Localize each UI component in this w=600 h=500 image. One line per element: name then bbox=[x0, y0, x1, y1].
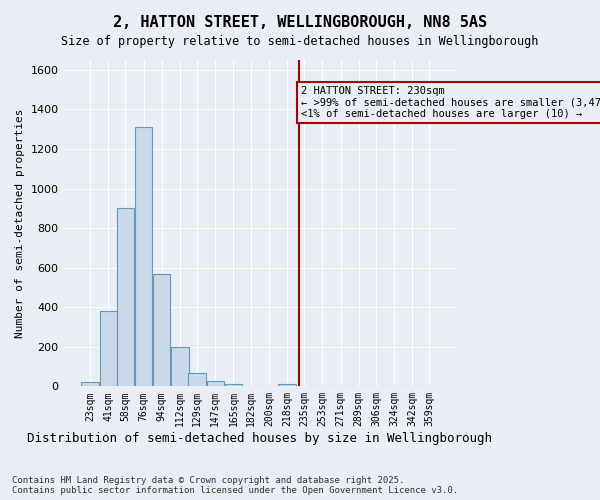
Bar bbox=[278, 384, 296, 386]
Bar bbox=[117, 208, 134, 386]
Bar bbox=[171, 347, 188, 387]
Bar bbox=[206, 381, 224, 386]
Bar bbox=[135, 127, 152, 386]
Text: Size of property relative to semi-detached houses in Wellingborough: Size of property relative to semi-detach… bbox=[61, 35, 539, 48]
Bar bbox=[82, 382, 99, 386]
X-axis label: Distribution of semi-detached houses by size in Wellingborough: Distribution of semi-detached houses by … bbox=[27, 432, 492, 445]
Bar bbox=[188, 374, 206, 386]
Bar bbox=[153, 274, 170, 386]
Text: Contains HM Land Registry data © Crown copyright and database right 2025.
Contai: Contains HM Land Registry data © Crown c… bbox=[12, 476, 458, 495]
Text: 2, HATTON STREET, WELLINGBOROUGH, NN8 5AS: 2, HATTON STREET, WELLINGBOROUGH, NN8 5A… bbox=[113, 15, 487, 30]
Bar bbox=[225, 384, 242, 386]
Y-axis label: Number of semi-detached properties: Number of semi-detached properties bbox=[15, 108, 25, 338]
Text: 2 HATTON STREET: 230sqm
← >99% of semi-detached houses are smaller (3,476)
<1% o: 2 HATTON STREET: 230sqm ← >99% of semi-d… bbox=[301, 86, 600, 120]
Bar bbox=[100, 311, 117, 386]
